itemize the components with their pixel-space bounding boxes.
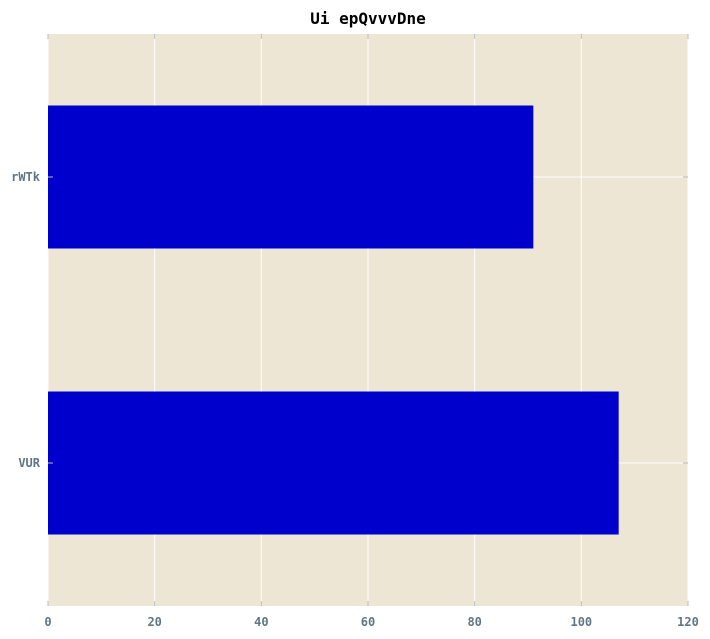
x-tick-label: 120 bbox=[677, 615, 699, 629]
x-tick-label: 100 bbox=[570, 615, 592, 629]
chart-title: Ui epQvvvDne bbox=[310, 9, 426, 28]
y-tick-label: VUR bbox=[18, 456, 40, 470]
bar-VUR bbox=[48, 391, 619, 535]
x-tick-label: 40 bbox=[254, 615, 268, 629]
bar-rWTk bbox=[48, 105, 534, 249]
x-tick-label: 0 bbox=[44, 615, 51, 629]
x-tick-label: 20 bbox=[147, 615, 161, 629]
axis-ticks: 0 20 40 60 80 100 120 rWTk VUR bbox=[11, 34, 699, 629]
x-tick-label: 60 bbox=[361, 615, 375, 629]
y-tick-label: rWTk bbox=[11, 170, 41, 184]
x-tick-label: 80 bbox=[467, 615, 481, 629]
bars bbox=[48, 105, 619, 535]
